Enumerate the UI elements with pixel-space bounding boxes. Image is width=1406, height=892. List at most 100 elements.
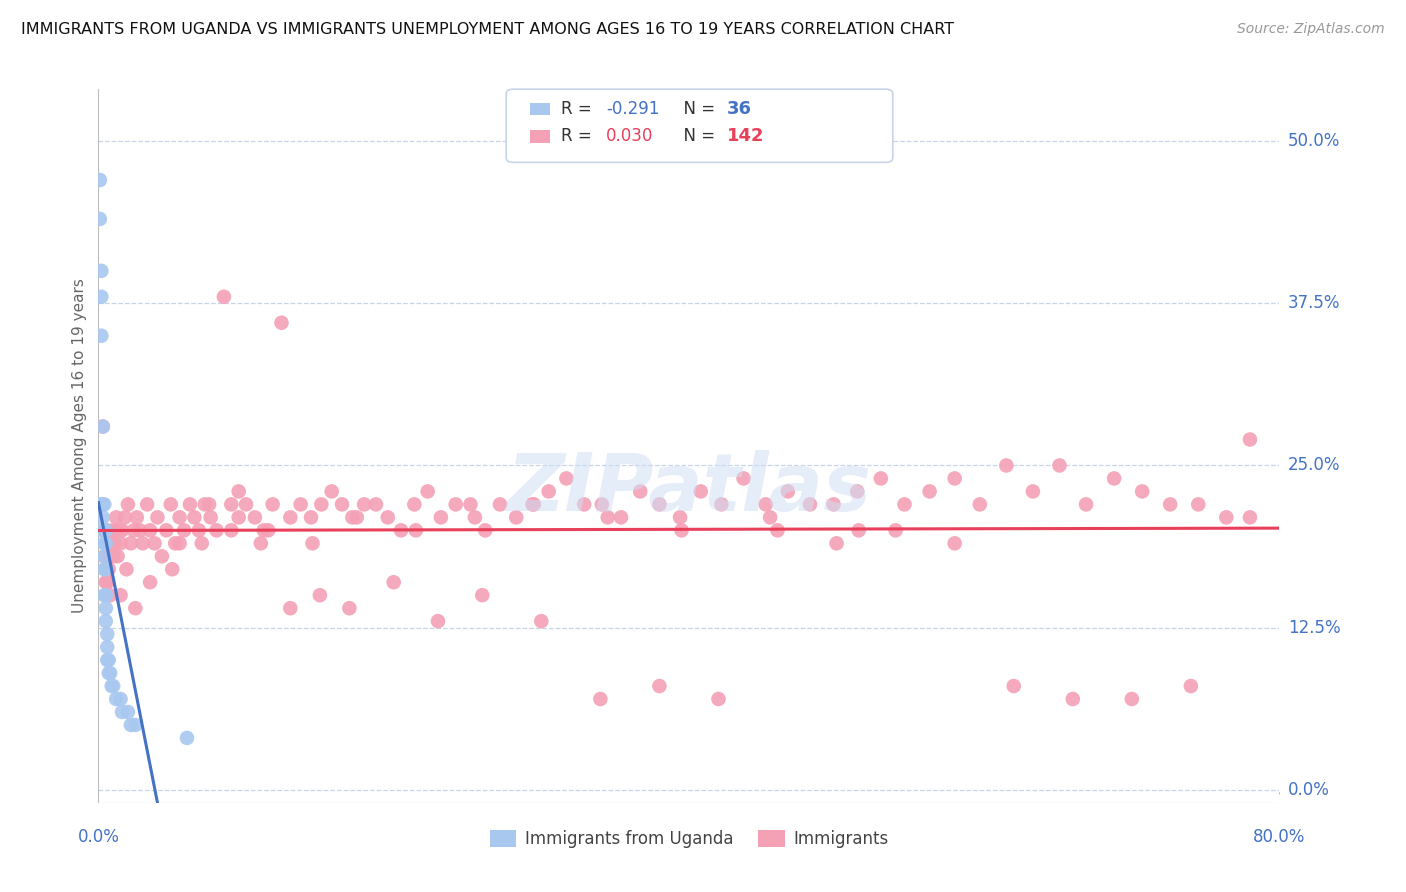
Point	[169, 536, 191, 550]
Point	[848, 524, 870, 538]
Point	[97, 666, 120, 681]
Point	[200, 510, 222, 524]
Point	[689, 484, 711, 499]
Point	[94, 575, 117, 590]
Point	[90, 264, 112, 278]
Point	[290, 497, 312, 511]
Point	[278, 601, 302, 615]
Point	[93, 588, 115, 602]
Point	[759, 510, 782, 524]
Point	[94, 524, 117, 538]
Point	[464, 510, 486, 524]
Point	[165, 536, 187, 550]
Point	[610, 510, 633, 524]
Point	[1121, 692, 1143, 706]
Point	[628, 484, 651, 499]
Point	[262, 497, 284, 511]
Point	[91, 510, 114, 524]
Point	[1215, 510, 1237, 524]
Point	[311, 497, 333, 511]
Point	[110, 692, 132, 706]
Text: 12.5%: 12.5%	[1288, 619, 1340, 637]
Text: 50.0%: 50.0%	[1288, 132, 1340, 150]
Point	[710, 497, 733, 511]
Point	[114, 510, 136, 524]
Point	[105, 510, 128, 524]
Point	[97, 549, 120, 564]
Point	[537, 484, 560, 499]
Point	[96, 524, 118, 538]
Point	[96, 640, 118, 654]
Point	[733, 471, 755, 485]
Point	[766, 524, 789, 538]
Point	[648, 497, 671, 511]
Point	[309, 588, 332, 602]
Point	[146, 510, 169, 524]
Point	[1187, 497, 1209, 511]
Point	[648, 679, 671, 693]
Point	[301, 536, 323, 550]
Point	[91, 497, 114, 511]
Y-axis label: Unemployment Among Ages 16 to 19 years: Unemployment Among Ages 16 to 19 years	[72, 278, 87, 614]
Point	[162, 562, 183, 576]
Point	[405, 524, 427, 538]
Point	[124, 718, 146, 732]
Point	[108, 524, 131, 538]
Point	[96, 627, 118, 641]
Point	[530, 614, 553, 628]
Point	[505, 510, 527, 524]
Point	[94, 601, 117, 615]
Text: 36: 36	[727, 100, 752, 118]
Point	[846, 484, 869, 499]
Text: 37.5%: 37.5%	[1288, 294, 1340, 312]
Point	[100, 679, 122, 693]
Point	[1130, 484, 1153, 499]
Point	[669, 510, 692, 524]
Point	[389, 524, 412, 538]
Point	[404, 497, 426, 511]
Point	[136, 497, 159, 511]
Point	[179, 497, 201, 511]
Point	[918, 484, 941, 499]
Text: 25.0%: 25.0%	[1288, 457, 1340, 475]
Point	[1074, 497, 1097, 511]
Point	[776, 484, 799, 499]
Point	[257, 524, 280, 538]
Text: 142: 142	[727, 128, 765, 145]
Point	[364, 497, 387, 511]
Point	[212, 290, 235, 304]
Point	[572, 497, 595, 511]
Point	[103, 679, 125, 693]
Point	[522, 497, 544, 511]
Point	[943, 471, 966, 485]
Point	[91, 419, 114, 434]
Point	[139, 524, 162, 538]
Point	[943, 536, 966, 550]
Point	[321, 484, 343, 499]
Point	[93, 549, 115, 564]
Point	[1239, 510, 1261, 524]
Point	[115, 562, 138, 576]
Point	[93, 549, 115, 564]
Point	[869, 471, 891, 485]
Point	[93, 497, 115, 511]
Point	[117, 497, 139, 511]
Text: 0.0%: 0.0%	[77, 828, 120, 846]
Point	[253, 524, 276, 538]
Point	[90, 290, 112, 304]
Point	[430, 510, 453, 524]
Point	[270, 316, 292, 330]
Point	[98, 549, 121, 564]
Point	[799, 497, 821, 511]
Point	[139, 575, 162, 590]
Point	[96, 653, 118, 667]
Point	[91, 524, 114, 538]
Point	[474, 524, 496, 538]
Point	[93, 524, 115, 538]
Point	[94, 562, 117, 576]
Point	[98, 588, 121, 602]
Point	[96, 575, 118, 590]
Text: 0.030: 0.030	[606, 128, 654, 145]
Point	[198, 497, 221, 511]
Point	[591, 497, 613, 511]
